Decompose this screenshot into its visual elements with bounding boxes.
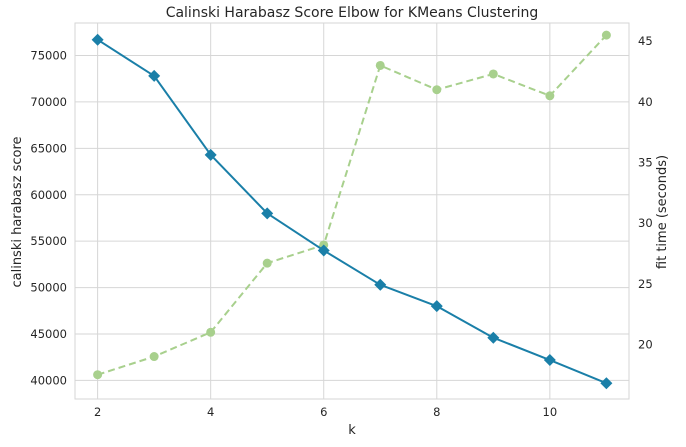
data-point	[545, 91, 555, 101]
data-point	[148, 69, 161, 82]
y-tick-label: 65000	[30, 141, 67, 155]
data-point	[601, 30, 611, 40]
data-point	[600, 377, 613, 390]
y2-axis-label: fit time (seconds)	[655, 155, 670, 269]
chart-title: Calinski Harabasz Score Elbow for KMeans…	[166, 5, 539, 21]
x-axis-label: k	[348, 423, 356, 438]
data-point	[262, 258, 272, 268]
data-point	[204, 148, 217, 161]
y-tick-label: 70000	[30, 95, 67, 109]
data-point	[93, 370, 103, 380]
data-point	[543, 354, 556, 367]
series-line	[97, 38, 607, 385]
x-tick-label: 4	[207, 405, 214, 419]
y-tick-labels: 40000 45000 50000 55000 60000 65000 70000 75000	[30, 48, 67, 387]
y-tick-label: 45000	[30, 327, 67, 341]
data-point	[487, 331, 500, 344]
series-1	[93, 30, 611, 380]
x-tick-label: 6	[320, 405, 327, 419]
grid	[75, 23, 629, 399]
y-axis-label: calinski harabasz score	[10, 136, 25, 287]
y-tick-label: 55000	[30, 234, 67, 248]
y2-tick-label: 30	[638, 216, 653, 230]
y2-tick-label: 20	[638, 337, 653, 351]
y-tick-label: 60000	[30, 188, 67, 202]
data-point	[149, 352, 159, 362]
x-tick-label: 10	[543, 405, 558, 419]
data-point	[432, 85, 442, 95]
series-layer	[91, 30, 613, 390]
data-point	[317, 244, 330, 257]
plot-frame	[74, 22, 630, 400]
x-tick-label: 2	[94, 405, 101, 419]
data-point	[488, 69, 498, 79]
data-point	[375, 60, 385, 70]
y-tick-label: 50000	[30, 281, 67, 295]
y2-tick-label: 40	[638, 95, 653, 109]
x-tick-labels: 2 4 6 8 10	[94, 405, 557, 419]
y2-tick-labels: 20 25 30 35 40 45	[638, 34, 653, 351]
data-point	[206, 327, 216, 337]
y2-tick-label: 35	[638, 155, 653, 169]
y2-tick-label: 25	[638, 277, 653, 291]
y-tick-label: 40000	[30, 373, 67, 387]
data-point	[91, 33, 104, 46]
data-point	[430, 300, 443, 313]
data-point	[374, 278, 387, 291]
series-line	[97, 34, 608, 376]
y2-tick-label: 45	[638, 34, 653, 48]
data-point	[261, 207, 274, 220]
x-tick-label: 8	[433, 405, 440, 419]
y-tick-label: 75000	[30, 48, 67, 62]
series-0	[91, 33, 613, 390]
